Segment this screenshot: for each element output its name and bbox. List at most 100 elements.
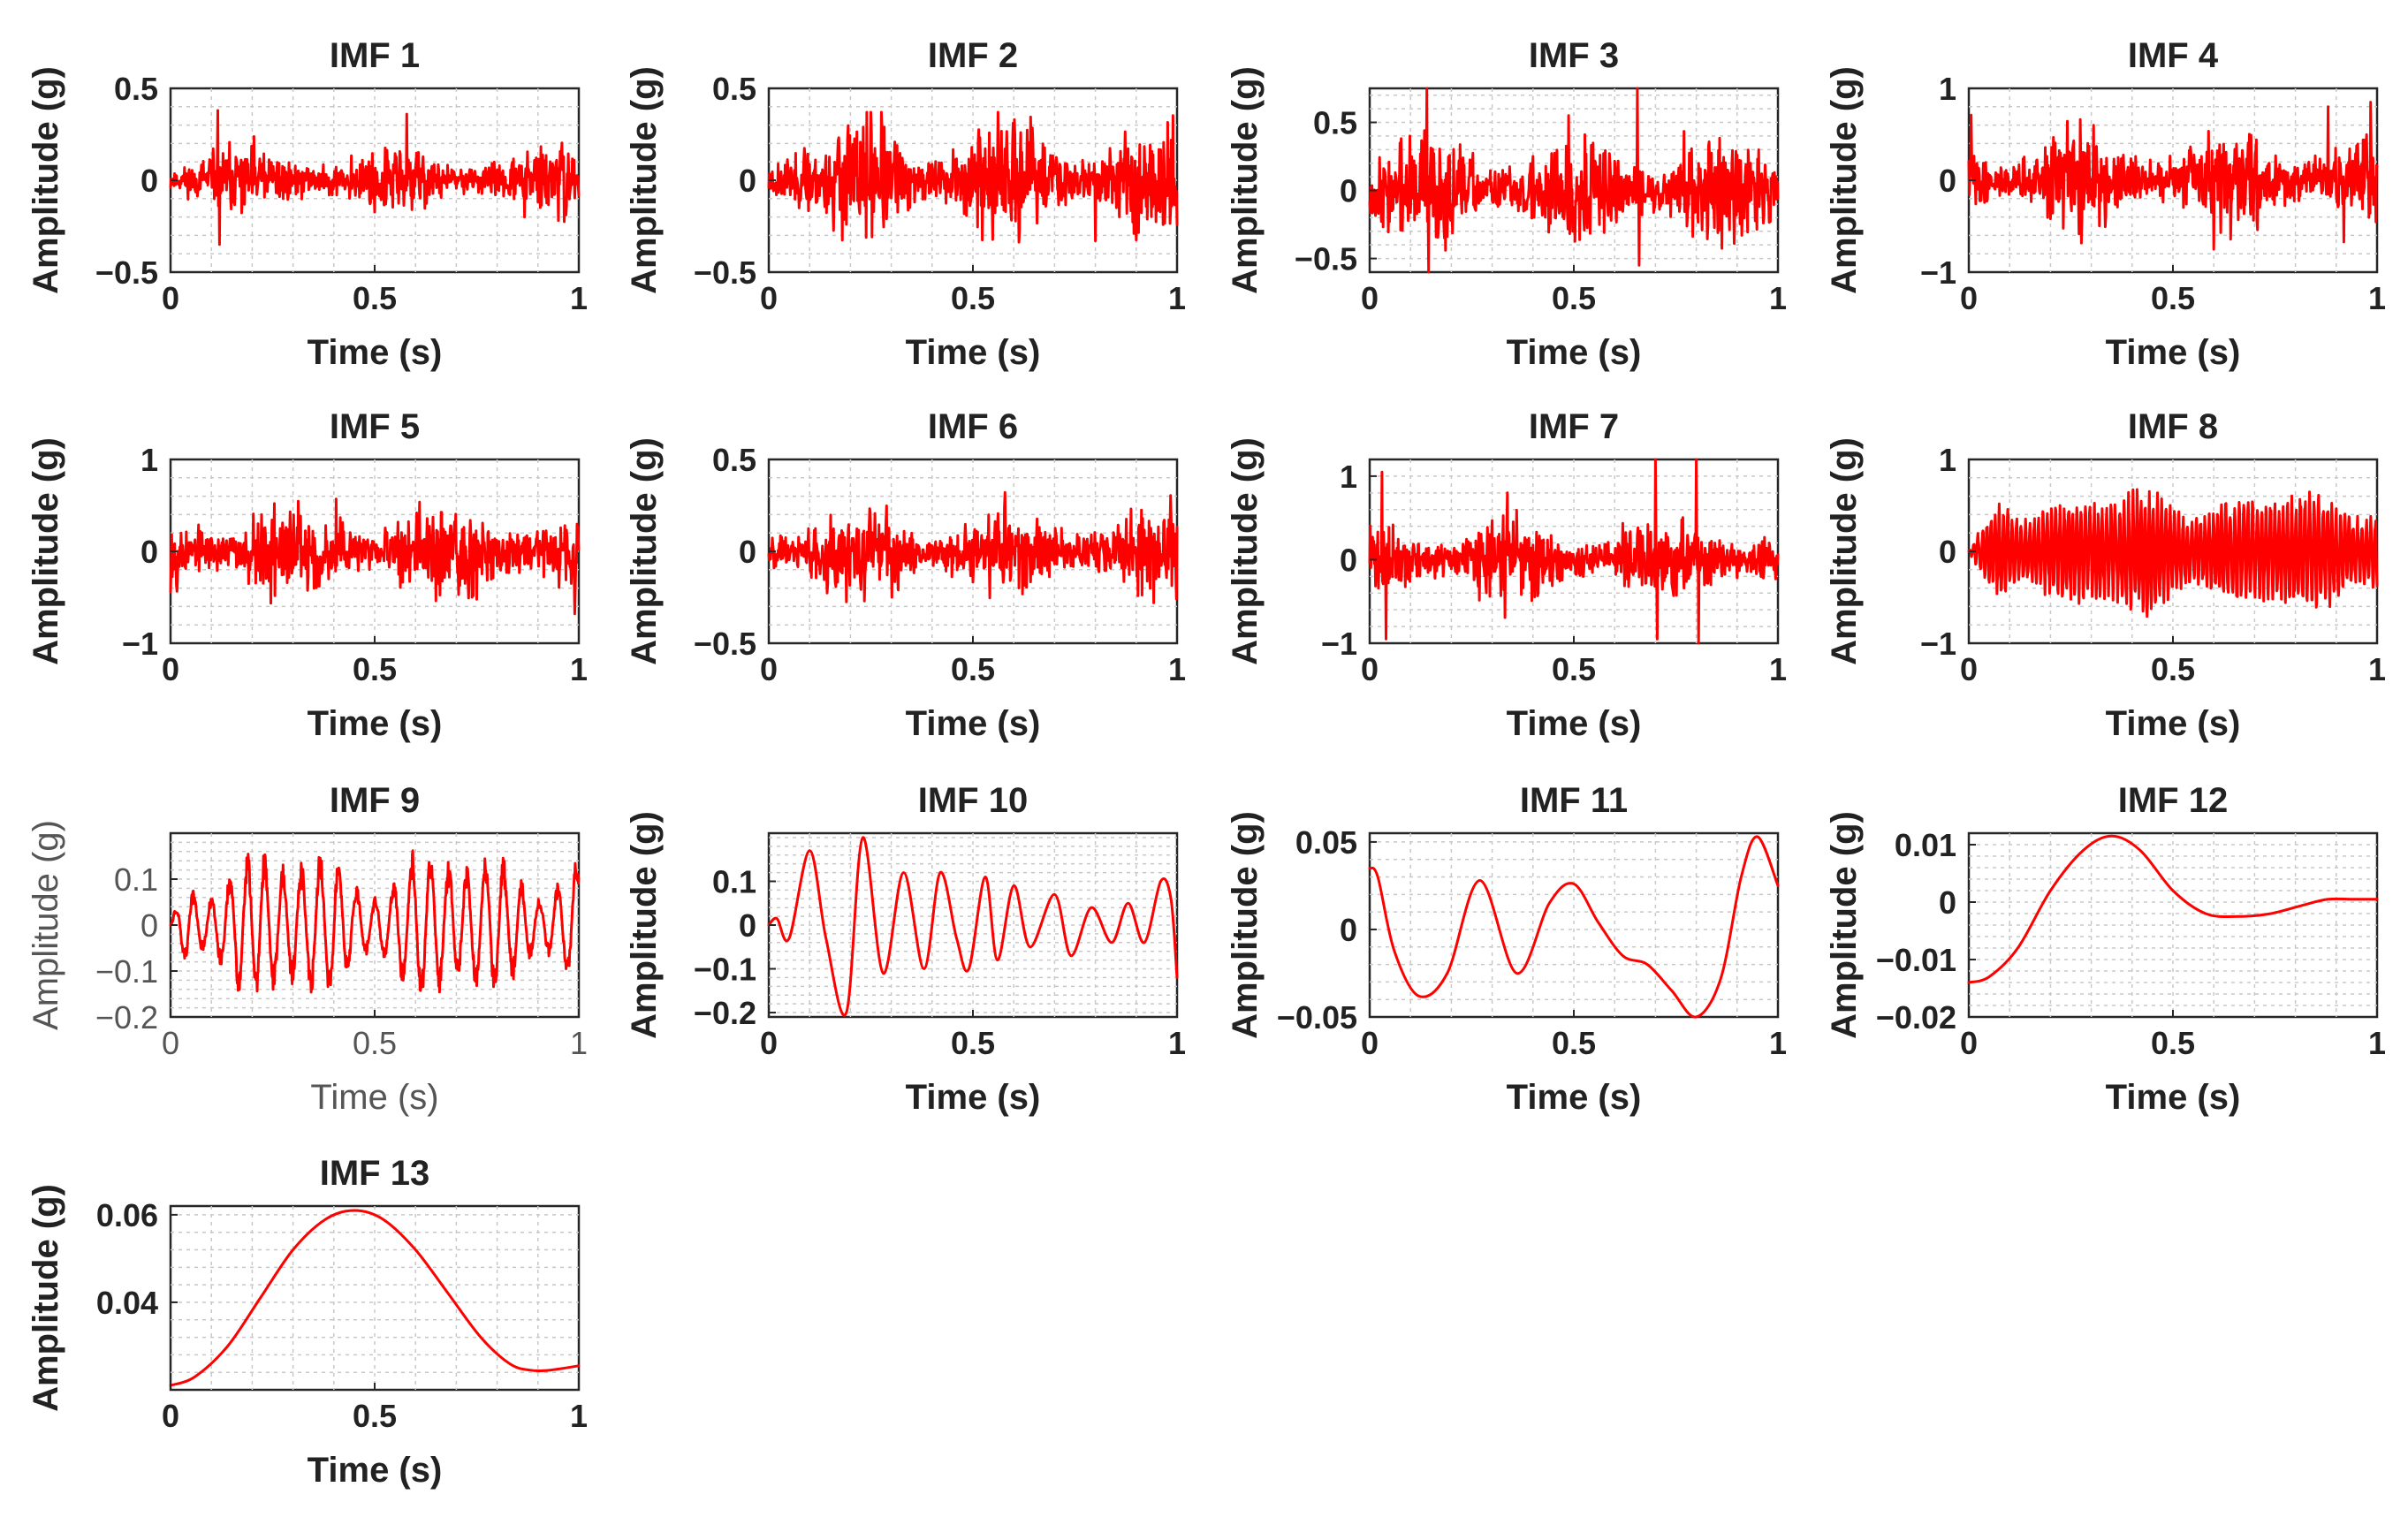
x-tick-label: 0 bbox=[162, 651, 179, 687]
x-tick-label: 1 bbox=[2368, 280, 2386, 316]
imf-signal-line bbox=[169, 849, 581, 994]
x-tick-label: 1 bbox=[570, 1398, 588, 1434]
y-tick-label: 0.01 bbox=[1895, 827, 1956, 863]
y-tick-label: 0.5 bbox=[114, 71, 158, 107]
plot-area bbox=[767, 831, 1179, 1019]
y-axis-label: Amplitude (g) bbox=[1226, 66, 1265, 294]
x-tick-label: 1 bbox=[1769, 1025, 1787, 1061]
x-tick-label: 0.5 bbox=[2151, 1025, 2195, 1061]
imf-panel: IMF 13 0 0.5 1 0.04 0.06 Time (s) Amplitude (g) bbox=[27, 1154, 588, 1490]
grid bbox=[171, 1206, 579, 1390]
x-tick-label: 1 bbox=[570, 280, 588, 316]
imf-signal-line bbox=[1368, 87, 1780, 274]
y-tick-label: 0 bbox=[141, 907, 158, 944]
y-tick-label: 0.5 bbox=[1313, 105, 1357, 141]
y-tick-label: −0.1 bbox=[694, 952, 756, 988]
x-tick-label: 1 bbox=[1168, 280, 1186, 316]
y-tick-label: −0.1 bbox=[95, 953, 158, 990]
x-axis-label: Time (s) bbox=[1507, 1078, 1642, 1117]
x-tick-label: 0.5 bbox=[2151, 651, 2195, 687]
y-tick-label: 0.5 bbox=[712, 442, 756, 478]
x-tick-label: 1 bbox=[2368, 651, 2386, 687]
y-tick-label: −1 bbox=[1321, 626, 1357, 662]
x-tick-label: 0.5 bbox=[951, 280, 995, 316]
y-tick-label: 0 bbox=[739, 163, 756, 199]
grid bbox=[1969, 833, 2377, 1017]
x-tick-label: 0 bbox=[760, 280, 778, 316]
y-axis-label: Amplitude (g) bbox=[1226, 811, 1265, 1039]
x-axis-label: Time (s) bbox=[1507, 333, 1642, 372]
panel-title: IMF 6 bbox=[928, 407, 1018, 446]
x-tick-label: 0.5 bbox=[353, 651, 397, 687]
x-tick-label: 0 bbox=[760, 651, 778, 687]
y-axis-label: Amplitude (g) bbox=[625, 66, 664, 294]
y-tick-label: 0.04 bbox=[96, 1285, 158, 1321]
imf-signal-line bbox=[1967, 488, 2379, 618]
x-tick-label: 0.5 bbox=[1552, 280, 1596, 316]
panel-title: IMF 13 bbox=[320, 1154, 429, 1193]
x-tick-label: 1 bbox=[2368, 1025, 2386, 1061]
panel-title: IMF 12 bbox=[2118, 781, 2228, 820]
y-tick-label: 0 bbox=[1939, 884, 1956, 921]
panel-title: IMF 9 bbox=[330, 781, 420, 820]
y-tick-label: −0.2 bbox=[694, 995, 756, 1031]
x-tick-label: 1 bbox=[1769, 651, 1787, 687]
y-tick-label: 0 bbox=[1340, 173, 1357, 209]
x-tick-label: 0.5 bbox=[353, 1025, 397, 1061]
panel-title: IMF 5 bbox=[330, 407, 420, 446]
y-tick-label: −1 bbox=[122, 626, 158, 662]
imf-panel: IMF 12 0 0.5 1 −0.02 −0.01 0 0.01 Time (s) Amplit… bbox=[1825, 781, 2386, 1117]
y-axis-label: Amplitude (g) bbox=[27, 66, 65, 294]
y-tick-label: 0 bbox=[739, 534, 756, 570]
x-tick-label: 0 bbox=[760, 1025, 778, 1061]
x-axis-label: Time (s) bbox=[308, 333, 443, 372]
panel-title: IMF 7 bbox=[1529, 407, 1619, 446]
y-tick-label: 0.06 bbox=[96, 1197, 158, 1233]
x-tick-label: 1 bbox=[1168, 1025, 1186, 1061]
y-tick-label: −1 bbox=[1920, 254, 1956, 291]
panel-title: IMF 3 bbox=[1529, 36, 1619, 75]
x-tick-label: 0.5 bbox=[951, 651, 995, 687]
x-tick-label: 0 bbox=[162, 280, 179, 316]
imf-signal-line bbox=[1967, 101, 2379, 251]
x-tick-label: 0.5 bbox=[353, 1398, 397, 1434]
y-tick-label: 1 bbox=[1939, 442, 1956, 478]
y-axis-label: Amplitude (g) bbox=[1825, 66, 1864, 294]
x-tick-label: 0 bbox=[162, 1398, 179, 1434]
grid bbox=[171, 459, 579, 643]
plot-area bbox=[169, 1204, 581, 1392]
imf-panel: IMF 10 0 0.5 1 −0.2 −0.1 0 0.1 Time (s) Amplitude… bbox=[625, 781, 1186, 1117]
x-tick-label: 0.5 bbox=[1552, 1025, 1596, 1061]
imf-signal-line bbox=[1368, 458, 1780, 645]
imf-signal-line bbox=[767, 836, 1179, 1017]
x-tick-label: 0 bbox=[1361, 280, 1379, 316]
y-tick-label: 0 bbox=[1340, 542, 1357, 578]
imf-signal-line bbox=[169, 109, 581, 247]
panel-title: IMF 1 bbox=[330, 36, 420, 75]
y-tick-label: −0.2 bbox=[95, 999, 158, 1036]
x-tick-label: 0.5 bbox=[2151, 280, 2195, 316]
y-tick-label: −0.5 bbox=[694, 626, 756, 662]
y-tick-label: 0.05 bbox=[1295, 824, 1357, 861]
y-axis-label: Amplitude (g) bbox=[27, 437, 65, 665]
y-tick-label: −0.5 bbox=[95, 254, 158, 291]
y-tick-label: 0 bbox=[739, 907, 756, 944]
y-axis-label: Amplitude (g) bbox=[27, 820, 65, 1030]
y-axis-label: Amplitude (g) bbox=[1226, 437, 1265, 665]
x-axis-label: Time (s) bbox=[1507, 704, 1642, 743]
x-tick-label: 0 bbox=[1960, 280, 1978, 316]
x-tick-label: 1 bbox=[1769, 280, 1787, 316]
grid bbox=[1370, 459, 1778, 643]
x-tick-label: 0 bbox=[162, 1025, 179, 1061]
y-tick-label: 0.1 bbox=[114, 861, 158, 898]
y-tick-label: 0 bbox=[1340, 912, 1357, 948]
